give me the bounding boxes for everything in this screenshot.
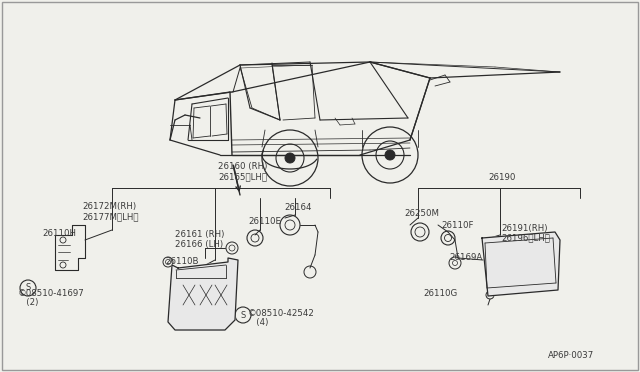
Text: 26250M: 26250M bbox=[404, 208, 439, 218]
Polygon shape bbox=[168, 258, 238, 330]
Circle shape bbox=[285, 153, 295, 163]
Text: 26165〈LH〉: 26165〈LH〉 bbox=[218, 173, 267, 182]
Text: 26196〈LH〉: 26196〈LH〉 bbox=[501, 234, 550, 243]
Text: ©08510-42542: ©08510-42542 bbox=[248, 308, 315, 317]
Text: S: S bbox=[26, 283, 31, 292]
Text: 26166 (LH): 26166 (LH) bbox=[175, 240, 223, 248]
Text: 26110F: 26110F bbox=[441, 221, 474, 230]
Text: 26110G: 26110G bbox=[423, 289, 457, 298]
Text: 26161 (RH): 26161 (RH) bbox=[175, 230, 225, 238]
Text: 26169A: 26169A bbox=[449, 253, 483, 263]
Text: 26172M(RH): 26172M(RH) bbox=[82, 202, 136, 212]
Text: 26191(RH): 26191(RH) bbox=[501, 224, 547, 232]
Text: 26160 (RH): 26160 (RH) bbox=[218, 163, 268, 171]
Text: (2): (2) bbox=[18, 298, 38, 308]
Text: 26110B: 26110B bbox=[165, 257, 198, 266]
Text: (4): (4) bbox=[248, 318, 268, 327]
Text: S: S bbox=[241, 311, 246, 320]
Text: 26164: 26164 bbox=[284, 203, 312, 212]
Circle shape bbox=[385, 150, 395, 160]
Circle shape bbox=[235, 307, 251, 323]
Text: 26110E: 26110E bbox=[248, 217, 281, 225]
Circle shape bbox=[20, 280, 36, 296]
Polygon shape bbox=[482, 232, 560, 296]
Text: AP6P·0037: AP6P·0037 bbox=[548, 350, 595, 359]
Text: 26110H: 26110H bbox=[42, 228, 76, 237]
Text: 26190: 26190 bbox=[488, 173, 515, 183]
Text: ©08510-41697: ©08510-41697 bbox=[18, 289, 84, 298]
Text: 26177M〈LH〉: 26177M〈LH〉 bbox=[82, 212, 138, 221]
